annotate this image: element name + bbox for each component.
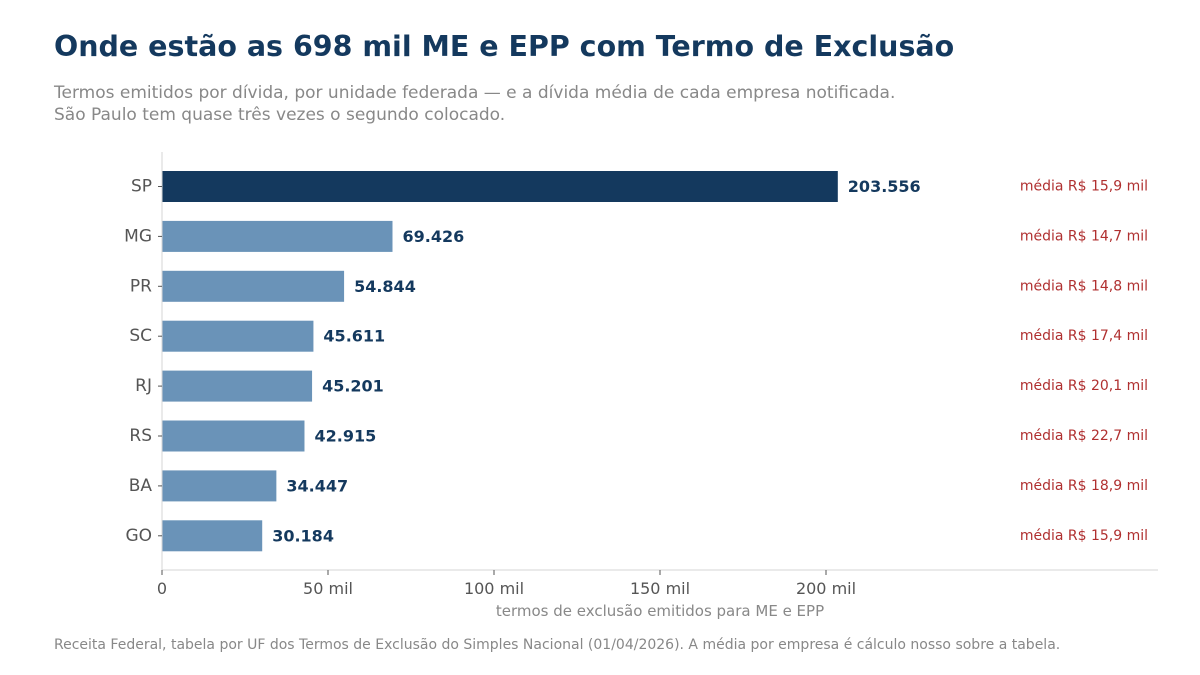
bar-rs <box>162 420 305 452</box>
bar-mg <box>162 220 393 252</box>
average-debt-annotation: média R$ 14,8 mil <box>1020 278 1148 294</box>
average-debt-annotation: média R$ 20,1 mil <box>1020 378 1148 394</box>
subtitle-line-1: Termos emitidos por dívida, por unidade … <box>54 83 896 103</box>
bar-pr <box>162 270 345 302</box>
bar-value-label: 45.611 <box>323 327 385 346</box>
bar-ba <box>162 470 277 502</box>
y-tick-label-sc: SC <box>129 326 152 346</box>
x-tick-label: 150 mil <box>630 579 690 598</box>
bar-value-label: 45.201 <box>322 377 384 396</box>
bar-value-label: 42.915 <box>314 427 376 446</box>
average-debt-annotation: média R$ 22,7 mil <box>1020 428 1148 444</box>
bar-value-label: 34.447 <box>286 476 348 495</box>
bar-value-label: 54.844 <box>354 277 416 296</box>
bar-sp <box>162 171 838 202</box>
y-tick-label-rj: RJ <box>135 376 152 396</box>
y-tick-label-sp: SP <box>131 177 152 197</box>
bar-value-label: 69.426 <box>402 227 464 246</box>
subtitle-line-2: São Paulo tem quase três vezes o segundo… <box>54 105 506 125</box>
average-debt-annotation: média R$ 14,7 mil <box>1020 228 1148 244</box>
average-debt-annotation: média R$ 15,9 mil <box>1020 179 1148 195</box>
average-debt-annotation: média R$ 17,4 mil <box>1020 328 1148 344</box>
chart-subtitle: Termos emitidos por dívida, por unidade … <box>54 82 895 126</box>
y-tick-label-mg: MG <box>124 226 152 246</box>
bar-sc <box>162 320 314 352</box>
average-debt-annotation: média R$ 18,9 mil <box>1020 478 1148 494</box>
y-tick-label-go: GO <box>125 526 152 546</box>
bar-value-label: 203.556 <box>848 177 921 196</box>
average-debt-annotation: média R$ 15,9 mil <box>1020 528 1148 544</box>
bar-go <box>162 520 263 552</box>
bar-rj <box>162 370 313 402</box>
x-tick-label: 200 mil <box>796 579 856 598</box>
y-tick-label-pr: PR <box>130 276 152 296</box>
source-note: Receita Federal, tabela por UF dos Termo… <box>54 637 1061 653</box>
x-tick-label: 0 <box>157 579 167 598</box>
y-tick-label-ba: BA <box>129 476 153 496</box>
chart-title: Onde estão as 698 mil ME e EPP com Termo… <box>54 30 955 63</box>
x-tick-label: 100 mil <box>464 579 524 598</box>
x-axis-label: termos de exclusão emitidos para ME e EP… <box>496 602 824 620</box>
y-tick-label-rs: RS <box>129 426 152 446</box>
bar-value-label: 30.184 <box>272 526 334 545</box>
x-tick-label: 50 mil <box>303 579 353 598</box>
